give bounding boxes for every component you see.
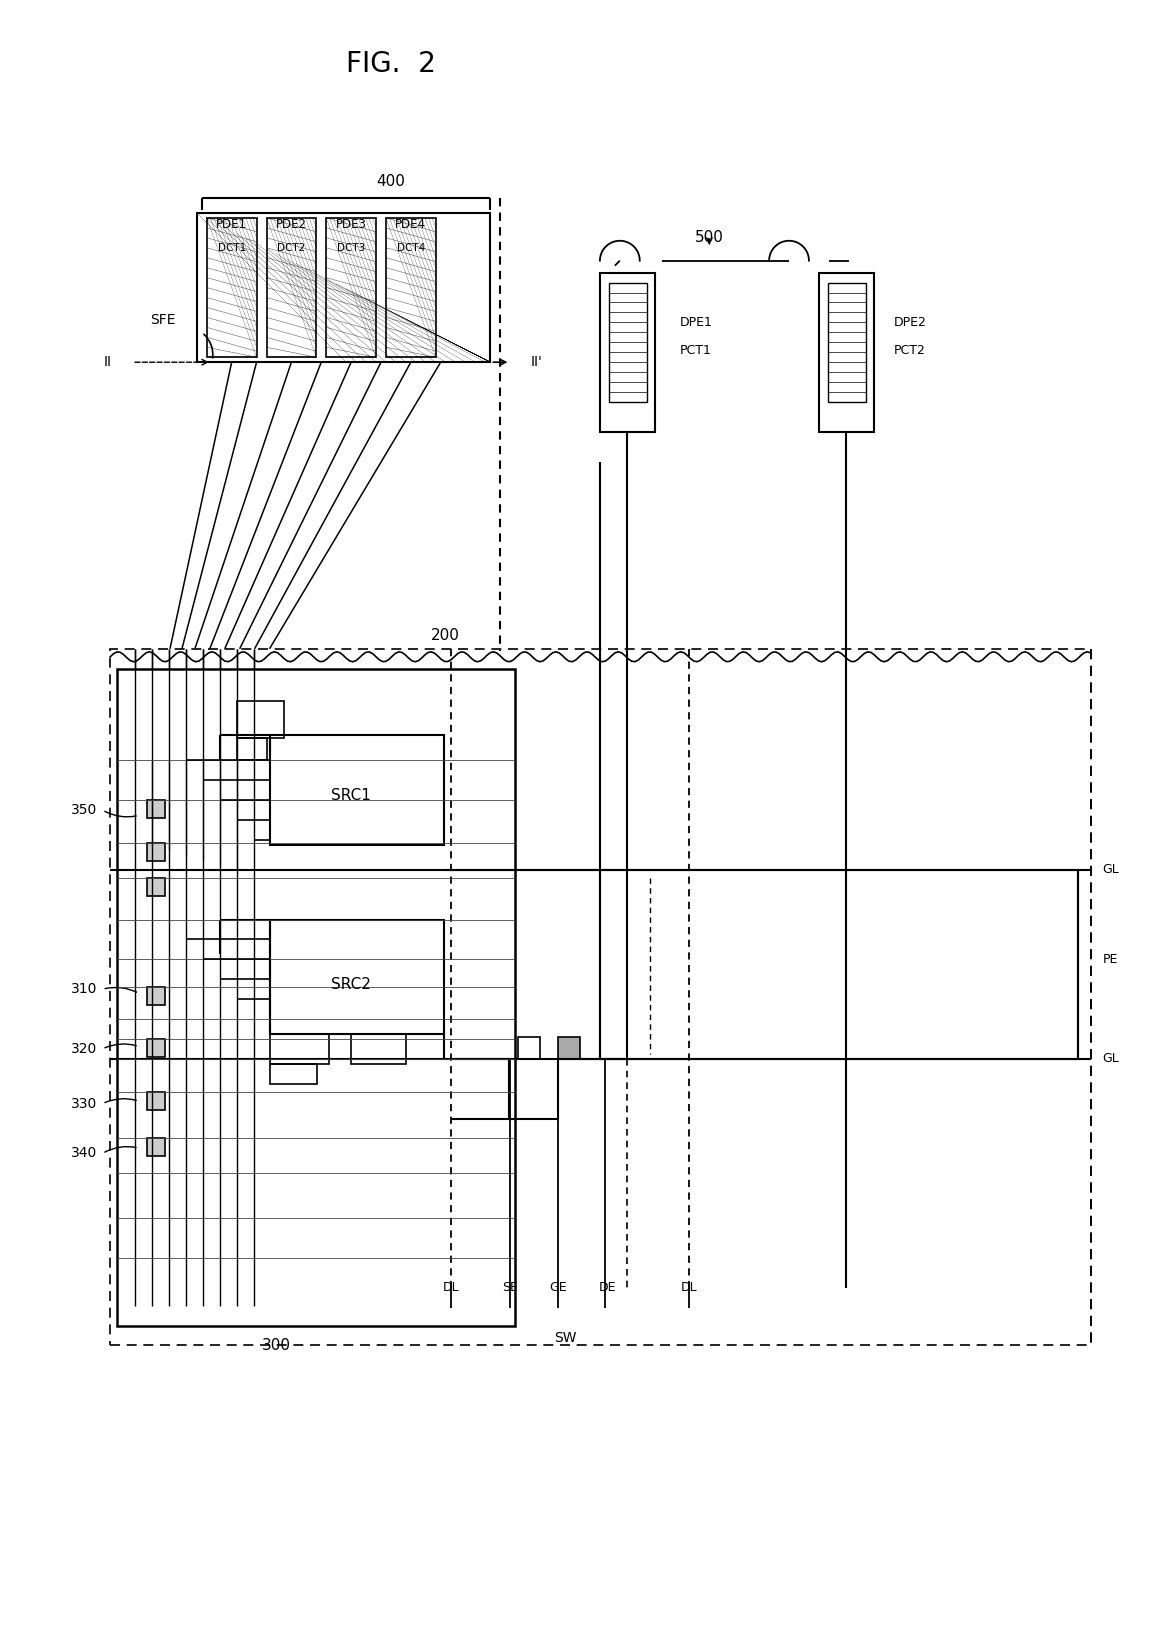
Text: GL: GL bbox=[1103, 863, 1119, 876]
Text: DCT4: DCT4 bbox=[397, 243, 425, 253]
FancyArrowPatch shape bbox=[105, 1044, 135, 1049]
FancyArrowPatch shape bbox=[105, 811, 135, 817]
Bar bbox=[147, 1139, 165, 1157]
Text: PDE1: PDE1 bbox=[216, 218, 248, 231]
Bar bbox=[117, 670, 515, 1326]
Text: 200: 200 bbox=[431, 629, 459, 643]
Bar bbox=[558, 1037, 580, 1058]
Text: FIG.  2: FIG. 2 bbox=[346, 49, 436, 77]
Bar bbox=[326, 218, 376, 358]
Text: PCT1: PCT1 bbox=[680, 343, 711, 356]
Bar bbox=[147, 988, 165, 1006]
Text: 330: 330 bbox=[71, 1096, 97, 1111]
Text: GE: GE bbox=[549, 1282, 566, 1295]
Bar bbox=[270, 1034, 329, 1063]
FancyArrowPatch shape bbox=[204, 335, 213, 358]
Text: SRC2: SRC2 bbox=[332, 976, 371, 991]
Bar bbox=[270, 919, 444, 1034]
Text: SFE: SFE bbox=[150, 313, 175, 328]
Bar bbox=[600, 870, 1078, 1058]
Text: GL: GL bbox=[1103, 1052, 1119, 1065]
Text: PDE2: PDE2 bbox=[276, 218, 307, 231]
Bar bbox=[385, 218, 436, 358]
Bar bbox=[352, 1034, 405, 1063]
Bar bbox=[147, 1091, 165, 1109]
Text: PE: PE bbox=[1103, 953, 1118, 967]
Text: 300: 300 bbox=[262, 1337, 291, 1352]
Text: DPE1: DPE1 bbox=[680, 315, 712, 328]
Text: DL: DL bbox=[681, 1282, 697, 1295]
Text: DCT1: DCT1 bbox=[217, 243, 245, 253]
Text: DE: DE bbox=[599, 1282, 617, 1295]
Text: II': II' bbox=[530, 354, 542, 369]
FancyArrowPatch shape bbox=[105, 1147, 135, 1152]
Bar bbox=[147, 801, 165, 817]
Bar bbox=[600, 272, 654, 432]
Text: 340: 340 bbox=[71, 1147, 97, 1160]
Bar bbox=[237, 701, 285, 738]
Bar bbox=[828, 282, 865, 402]
Text: 320: 320 bbox=[71, 1042, 97, 1055]
Text: DL: DL bbox=[443, 1282, 459, 1295]
Bar bbox=[237, 738, 266, 760]
Text: II: II bbox=[103, 354, 111, 369]
Bar bbox=[609, 282, 647, 402]
FancyArrowPatch shape bbox=[105, 1099, 135, 1103]
Text: 400: 400 bbox=[376, 174, 405, 189]
Text: DPE2: DPE2 bbox=[894, 315, 926, 328]
Text: 310: 310 bbox=[71, 983, 97, 996]
Bar bbox=[197, 213, 491, 363]
Bar bbox=[270, 1063, 318, 1083]
Bar bbox=[147, 1039, 165, 1057]
Text: SW: SW bbox=[554, 1331, 576, 1344]
Bar bbox=[207, 218, 257, 358]
Bar bbox=[270, 735, 444, 845]
Text: PCT2: PCT2 bbox=[894, 343, 925, 356]
Text: SE: SE bbox=[502, 1282, 519, 1295]
Text: 500: 500 bbox=[695, 230, 724, 245]
Bar bbox=[519, 1037, 541, 1058]
Text: PDE3: PDE3 bbox=[335, 218, 367, 231]
Text: DCT3: DCT3 bbox=[338, 243, 366, 253]
Text: 350: 350 bbox=[71, 802, 97, 817]
Bar bbox=[147, 843, 165, 862]
Bar bbox=[110, 648, 1091, 1346]
Bar bbox=[266, 218, 317, 358]
FancyArrowPatch shape bbox=[105, 988, 137, 993]
Text: PDE4: PDE4 bbox=[395, 218, 426, 231]
Bar bbox=[819, 272, 874, 432]
Text: DCT2: DCT2 bbox=[277, 243, 306, 253]
Text: SRC1: SRC1 bbox=[332, 788, 371, 802]
Bar bbox=[147, 878, 165, 896]
